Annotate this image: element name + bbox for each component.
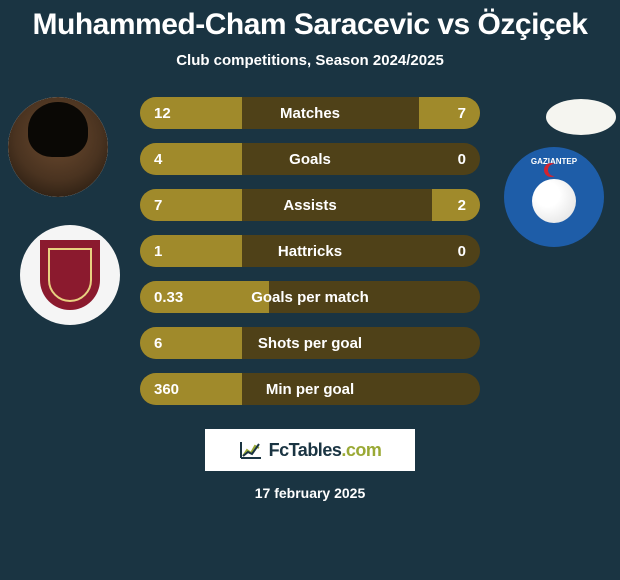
stat-row: 1Hattricks0 xyxy=(140,235,480,267)
right-player-photo xyxy=(546,99,616,135)
ball-icon xyxy=(532,179,576,223)
club-crest-icon xyxy=(40,240,100,310)
right-club-badge: GAZIANTEP xyxy=(504,147,604,247)
stat-right-value: 7 xyxy=(458,105,466,122)
stat-label: Shots per goal xyxy=(140,335,480,352)
stat-row: 12Matches7 xyxy=(140,97,480,129)
comparison-content: GAZIANTEP 12Matches74Goals07Assists21Hat… xyxy=(0,97,620,417)
stat-row: 4Goals0 xyxy=(140,143,480,175)
stats-list: 12Matches74Goals07Assists21Hattricks00.3… xyxy=(140,97,480,419)
footer-brand-box: FcTables.com xyxy=(205,429,415,471)
stat-row: 6Shots per goal xyxy=(140,327,480,359)
left-player-photo xyxy=(8,97,108,197)
stat-label: Goals xyxy=(140,151,480,168)
stat-label: Min per goal xyxy=(140,381,480,398)
stat-right-value: 0 xyxy=(458,243,466,260)
player-face-icon xyxy=(8,97,108,197)
footer-brand-text: FcTables.com xyxy=(269,440,382,461)
stat-label: Goals per match xyxy=(140,289,480,306)
comparison-subtitle: Club competitions, Season 2024/2025 xyxy=(0,52,620,69)
stat-right-value: 2 xyxy=(458,197,466,214)
left-club-badge xyxy=(20,225,120,325)
chart-icon xyxy=(239,440,263,460)
stat-row: 360Min per goal xyxy=(140,373,480,405)
comparison-title: Muhammed-Cham Saracevic vs Özçiçek xyxy=(0,0,620,42)
stat-row: 0.33Goals per match xyxy=(140,281,480,313)
stat-right-value: 0 xyxy=(458,151,466,168)
stat-label: Hattricks xyxy=(140,243,480,260)
brand-tld: .com xyxy=(341,440,381,460)
stat-label: Assists xyxy=(140,197,480,214)
brand-name: FcTables xyxy=(269,440,342,460)
stat-label: Matches xyxy=(140,105,480,122)
stat-row: 7Assists2 xyxy=(140,189,480,221)
comparison-date: 17 february 2025 xyxy=(0,485,620,501)
